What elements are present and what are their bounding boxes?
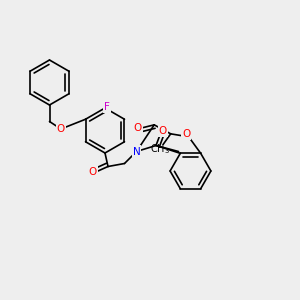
Text: F: F [104,101,110,112]
Text: CH$_3$: CH$_3$ [150,142,170,156]
Text: O: O [88,167,97,177]
Text: N: N [133,146,140,157]
Text: O: O [134,123,142,133]
Text: O: O [159,125,167,136]
Text: O: O [182,129,190,140]
Text: O: O [57,124,65,134]
